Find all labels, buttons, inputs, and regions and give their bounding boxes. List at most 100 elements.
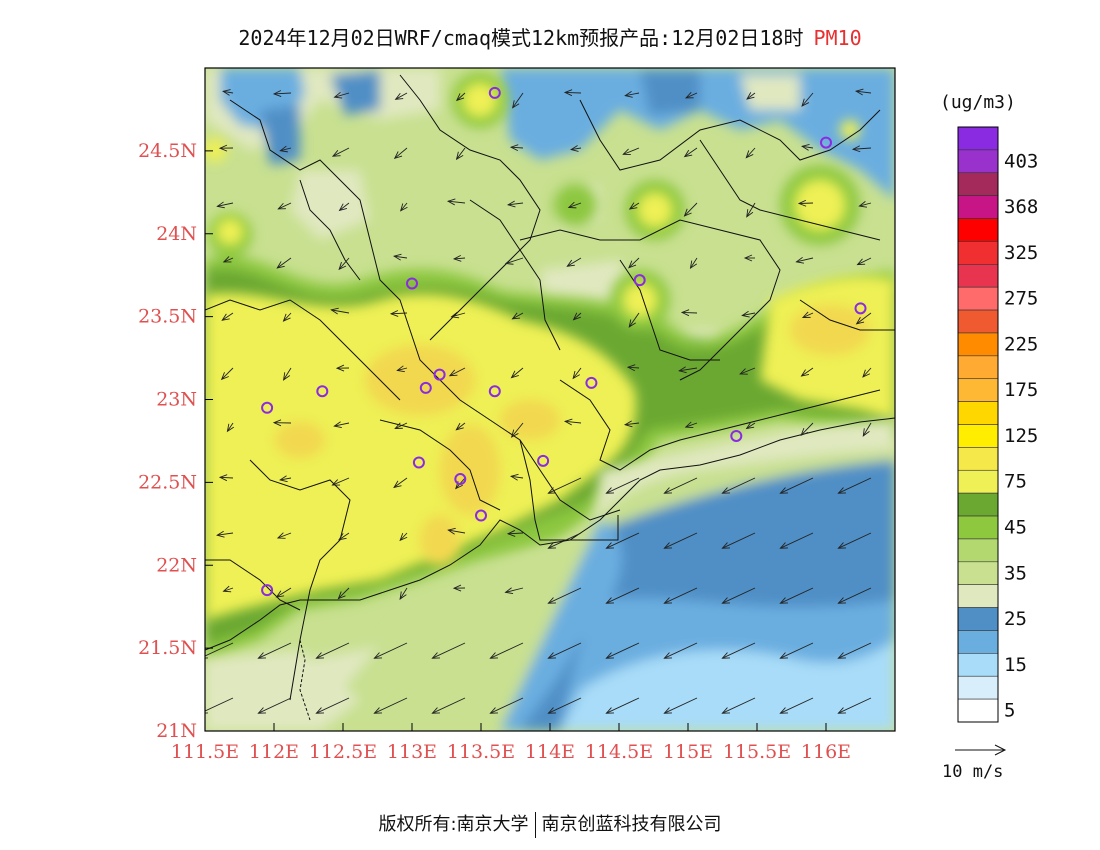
wind-arrow bbox=[511, 422, 524, 438]
wind-arrow-head bbox=[446, 198, 456, 206]
wind-arrow bbox=[490, 697, 524, 714]
wind-arrow-head bbox=[547, 597, 556, 604]
wind-arrow bbox=[690, 257, 698, 269]
wind-arrow bbox=[746, 202, 756, 217]
wind-arrow-head bbox=[452, 584, 462, 592]
wind-arrow-head bbox=[628, 202, 638, 210]
y-tick-label: 23.5N bbox=[138, 306, 197, 328]
wind-arrow bbox=[684, 147, 698, 157]
wind-arrow bbox=[572, 367, 582, 379]
wind-arrow-head bbox=[447, 527, 456, 535]
wind-arrow-head bbox=[779, 487, 788, 494]
wind-arrow-head bbox=[605, 652, 614, 659]
wind-arrow-head bbox=[628, 319, 636, 328]
wind-arrow-head bbox=[680, 309, 690, 317]
wind-arrow-head bbox=[394, 422, 403, 429]
x-tick-label: 114.5E bbox=[585, 741, 653, 763]
x-tick-label: 114E bbox=[525, 741, 575, 763]
wind-arrow bbox=[505, 257, 524, 264]
wind-arrow bbox=[456, 147, 466, 160]
wind-arrow-head bbox=[862, 369, 871, 378]
map-title: 2024年12月02日WRF/cmaq模式12km预报产品:12月02日18时 P… bbox=[0, 22, 1100, 51]
y-tick-label: 24N bbox=[156, 223, 197, 245]
wind-arrow-head bbox=[858, 201, 868, 208]
wind-arrow bbox=[280, 147, 292, 152]
wind-arrow-head bbox=[257, 707, 266, 714]
wind-arrow bbox=[606, 477, 640, 494]
wind-arrow-head bbox=[605, 542, 614, 549]
wind-arrow bbox=[629, 202, 640, 210]
wind-arrow bbox=[681, 312, 698, 314]
wind-arrow bbox=[606, 587, 640, 604]
wind-arrow bbox=[448, 200, 466, 204]
wind-arrow-head bbox=[567, 201, 577, 209]
wind-arrow bbox=[221, 312, 234, 321]
wind-reference-label: 10 m/s bbox=[942, 762, 1004, 782]
wind-arrow bbox=[780, 642, 814, 659]
wind-arrow-head bbox=[739, 368, 748, 375]
wind-arrow bbox=[510, 146, 524, 149]
wind-arrow-head bbox=[218, 144, 228, 152]
wind-arrow-head bbox=[431, 707, 440, 714]
wind-arrow-head bbox=[431, 652, 440, 659]
wind-arrow-head bbox=[566, 259, 575, 267]
wind-arrow-head bbox=[338, 203, 348, 212]
wind-arrow-head bbox=[663, 487, 672, 494]
wind-arrow bbox=[685, 92, 698, 99]
wind-arrow bbox=[397, 367, 408, 371]
footer-left: 版权所有:南京大学 bbox=[378, 814, 529, 835]
wind-arrow-head bbox=[663, 542, 672, 549]
wind-arrow bbox=[217, 532, 234, 536]
wind-arrow bbox=[399, 532, 408, 541]
station-markers bbox=[261, 86, 867, 597]
wind-arrow-head bbox=[504, 258, 514, 265]
wind-arrow bbox=[448, 529, 466, 534]
wind-arrow bbox=[742, 312, 756, 316]
wind-arrow bbox=[512, 92, 524, 109]
wind-arrow bbox=[223, 587, 234, 592]
wind-arrow bbox=[451, 312, 466, 318]
concentration-field bbox=[205, 68, 895, 731]
wind-arrow bbox=[332, 147, 350, 157]
wind-arrow bbox=[394, 147, 408, 159]
wind-arrow bbox=[857, 257, 872, 265]
wind-arrow bbox=[548, 477, 582, 494]
wind-arrow bbox=[565, 420, 582, 424]
wind-arrow bbox=[258, 642, 292, 659]
wind-arrow-head bbox=[678, 366, 687, 374]
wind-arrow bbox=[722, 532, 756, 549]
wind-arrow-head bbox=[275, 590, 285, 598]
wind-arrow bbox=[390, 312, 408, 315]
wind-arrow bbox=[283, 312, 292, 322]
wind-arrow-head bbox=[547, 542, 556, 549]
wind-arrow bbox=[393, 477, 408, 488]
wind-arrow bbox=[548, 697, 582, 714]
y-tick-label: 22N bbox=[156, 554, 197, 576]
wind-arrow bbox=[316, 697, 350, 714]
wind-arrow bbox=[512, 312, 524, 320]
wind-arrow-head bbox=[226, 423, 235, 433]
wind-arrow-head bbox=[337, 591, 346, 600]
wind-arrow-head bbox=[510, 429, 519, 438]
wind-arrow bbox=[548, 642, 582, 659]
wind-arrow-head bbox=[563, 89, 573, 97]
wind-arrow bbox=[567, 257, 582, 267]
wind-arrow bbox=[283, 367, 292, 381]
wind-arrow-head bbox=[797, 199, 807, 207]
wind-arrow bbox=[227, 422, 234, 432]
wind-arrow-head bbox=[684, 91, 694, 99]
wind-arrow bbox=[853, 147, 872, 150]
wind-arrow-head bbox=[572, 312, 581, 321]
wind-arrow bbox=[432, 697, 466, 714]
wind-arrow-head bbox=[222, 256, 232, 263]
wind-arrow bbox=[625, 92, 640, 97]
wind-arrow bbox=[395, 92, 408, 100]
wind-arrow bbox=[856, 312, 872, 325]
wind-arrow bbox=[568, 202, 582, 208]
wind-arrow bbox=[802, 145, 814, 149]
station-marker bbox=[488, 86, 501, 99]
wind-arrow-head bbox=[628, 260, 637, 269]
wind-arrow-head bbox=[331, 150, 341, 157]
wind-arrow bbox=[722, 642, 756, 659]
wind-arrow-head bbox=[855, 317, 865, 325]
